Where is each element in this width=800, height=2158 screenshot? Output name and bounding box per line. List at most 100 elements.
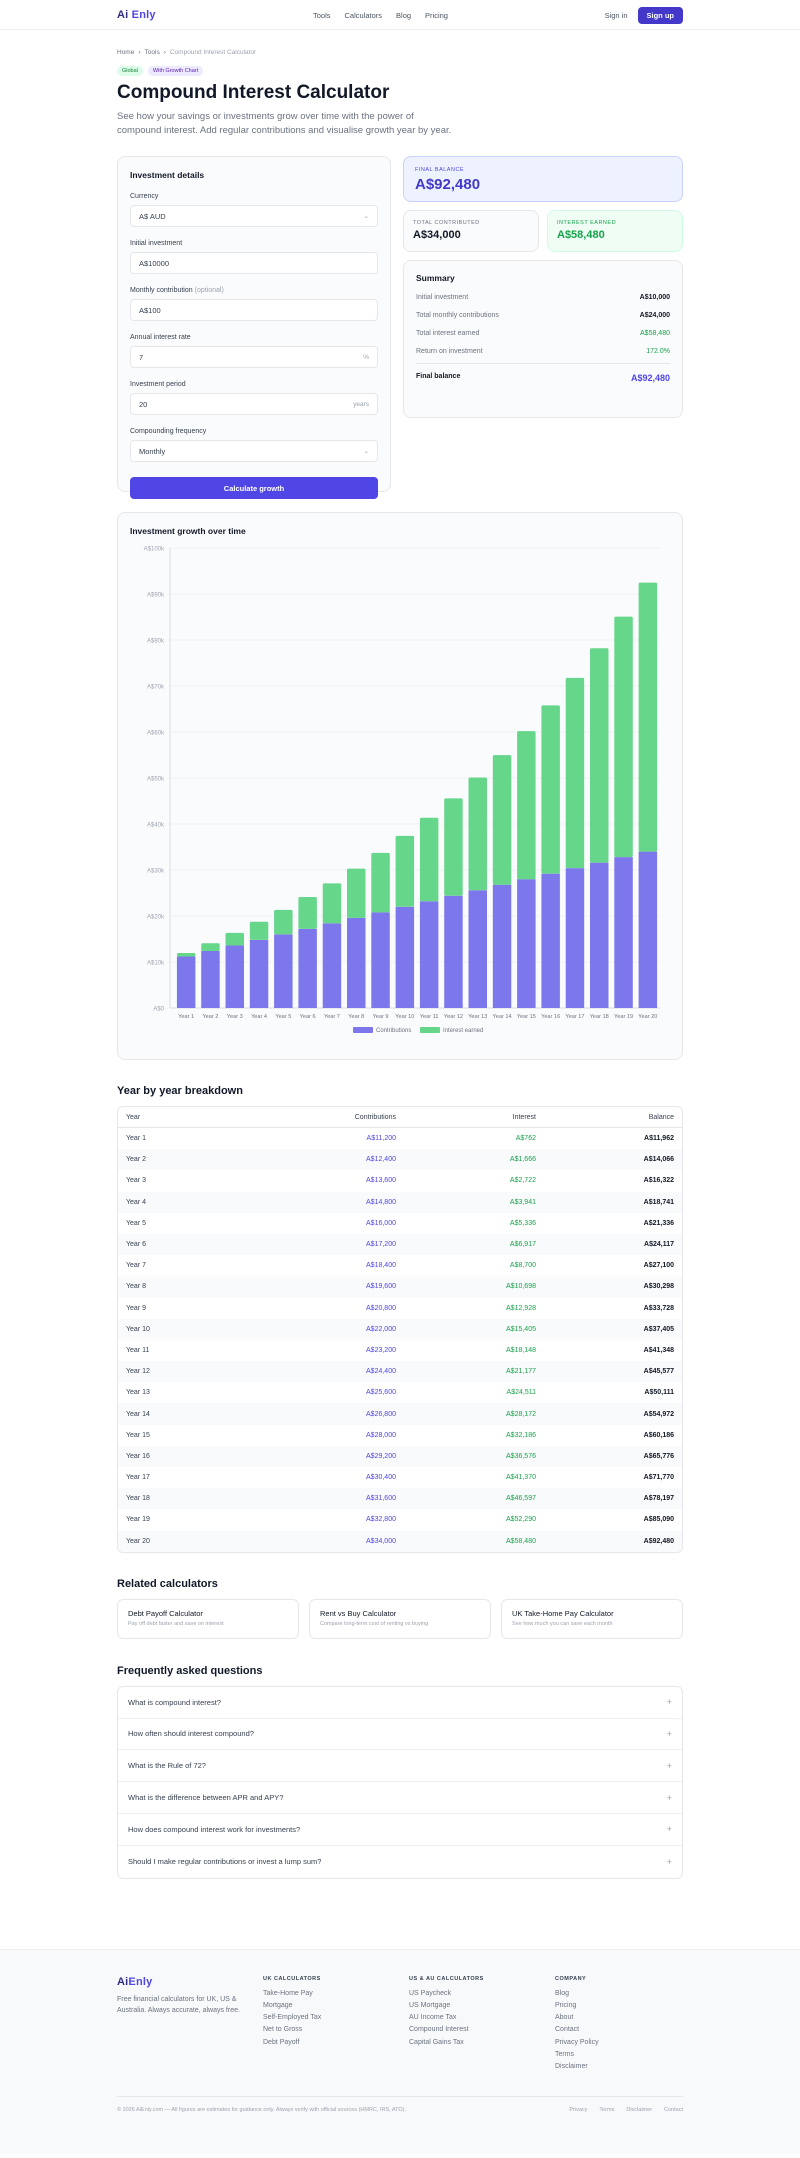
related-card-debt-payoff[interactable]: Debt Payoff Calculator Pay off debt fast… bbox=[117, 1598, 299, 1639]
cell-interest: A$41,370 bbox=[506, 1474, 536, 1482]
footer-link[interactable]: Disclaimer bbox=[555, 2063, 588, 2071]
investment-period-label: Investment period bbox=[130, 381, 186, 388]
footer-link-disclaimer[interactable]: Disclaimer bbox=[626, 2106, 653, 2113]
interest-earned-card: INTEREST EARNED A$58,480 bbox=[547, 210, 683, 252]
bar-contributions bbox=[322, 923, 342, 1008]
footer-link[interactable]: Blog bbox=[555, 1989, 570, 1997]
footer-link-terms[interactable]: Terms bbox=[599, 2106, 615, 2113]
sign-in-link[interactable]: Sign in bbox=[604, 10, 628, 20]
cell-interest: A$21,177 bbox=[506, 1368, 536, 1376]
footer-link[interactable]: Net to Gross bbox=[263, 2026, 303, 2034]
breadcrumb-home[interactable]: Home bbox=[117, 49, 135, 56]
faq-item[interactable]: How does compound interest work for inve… bbox=[118, 1814, 682, 1846]
faq-item[interactable]: What is the Rule of 72? + bbox=[118, 1750, 682, 1783]
footer-link[interactable]: Debt Payoff bbox=[263, 2038, 300, 2046]
footer-link[interactable]: US Mortgage bbox=[409, 2001, 451, 2009]
related-card-rent-vs-buy[interactable]: Rent vs Buy Calculator Compare long-term… bbox=[309, 1598, 491, 1639]
related-card-take-home[interactable]: UK Take-Home Pay Calculator See how much… bbox=[501, 1598, 683, 1639]
bar-contributions bbox=[249, 939, 269, 1008]
table-row: Year 13 A$25,600 A$24,511 A$50,111 bbox=[118, 1382, 682, 1403]
investment-period-input[interactable]: 20 years bbox=[130, 393, 378, 415]
cell-contributions: A$18,400 bbox=[366, 1262, 396, 1270]
cell-interest: A$5,336 bbox=[509, 1219, 536, 1227]
compounding-frequency-select[interactable]: Monthly ⌄ bbox=[130, 440, 378, 462]
y-tick-label: A$80k bbox=[147, 639, 165, 645]
nav-link-calculators[interactable]: Calculators bbox=[344, 10, 383, 20]
initial-investment-input[interactable]: A$10000 bbox=[130, 252, 378, 274]
summary-card: Summary Initial investment A$10,000 Total… bbox=[403, 260, 683, 418]
x-tick-label: Year 6 bbox=[300, 1014, 316, 1020]
cell-contributions: A$13,600 bbox=[366, 1177, 396, 1185]
currency-select[interactable]: A$ AUD ⌄ bbox=[130, 205, 378, 227]
footer-link[interactable]: About bbox=[555, 2014, 574, 2022]
calculate-growth-button[interactable]: Calculate growth bbox=[130, 477, 378, 499]
cell-year: Year 10 bbox=[126, 1325, 150, 1333]
footer-link[interactable]: Terms bbox=[555, 2051, 575, 2059]
table-row: Year 3 A$13,600 A$2,722 A$16,322 bbox=[118, 1170, 682, 1191]
breakdown-table: Year Contributions Interest Balance Year… bbox=[117, 1106, 683, 1553]
footer-link[interactable]: Capital Gains Tax bbox=[409, 2038, 464, 2046]
logo[interactable]: Ai Enly bbox=[117, 9, 156, 21]
table-row: Year 9 A$20,800 A$12,928 A$33,728 bbox=[118, 1298, 682, 1319]
cell-year: Year 11 bbox=[126, 1346, 150, 1354]
sign-up-button[interactable]: Sign up bbox=[637, 6, 683, 24]
cell-balance: A$71,770 bbox=[643, 1474, 674, 1482]
cell-balance: A$54,972 bbox=[643, 1410, 674, 1418]
footer-link[interactable]: Take-Home Pay bbox=[263, 1989, 313, 1997]
bar-interest bbox=[468, 777, 487, 891]
cell-balance: A$41,348 bbox=[643, 1346, 674, 1354]
x-tick-label: Year 2 bbox=[202, 1014, 218, 1020]
monthly-contribution-input[interactable]: A$100 bbox=[130, 299, 378, 321]
footer-link[interactable]: Self-Employed Tax bbox=[263, 2014, 322, 2022]
x-tick-label: Year 3 bbox=[227, 1014, 243, 1020]
cell-balance: A$92,480 bbox=[643, 1537, 674, 1545]
breadcrumb-tools[interactable]: Tools bbox=[144, 49, 160, 56]
bar-interest bbox=[614, 616, 633, 858]
header-contributions: Contributions bbox=[354, 1113, 396, 1121]
cell-interest: A$32,186 bbox=[506, 1431, 536, 1439]
footer-logo[interactable]: AiEnly bbox=[117, 1975, 153, 1988]
footer-link[interactable]: Compound Interest bbox=[409, 2026, 469, 2034]
footer-link[interactable]: AU Income Tax bbox=[409, 2014, 457, 2022]
cell-contributions: A$29,200 bbox=[366, 1452, 396, 1460]
cell-year: Year 12 bbox=[126, 1368, 150, 1376]
cell-balance: A$85,090 bbox=[643, 1516, 674, 1524]
faq-item[interactable]: What is compound interest? + bbox=[118, 1687, 682, 1719]
footer-link[interactable]: US Paycheck bbox=[409, 1989, 452, 1997]
breadcrumb-current: Compound Interest Calculator bbox=[169, 49, 257, 56]
faq-item[interactable]: Should I make regular contributions or i… bbox=[118, 1846, 682, 1878]
nav-link-blog[interactable]: Blog bbox=[396, 10, 412, 20]
cell-contributions: A$22,000 bbox=[366, 1325, 396, 1333]
faq-item[interactable]: What is the difference between APR and A… bbox=[118, 1782, 682, 1814]
cell-year: Year 9 bbox=[126, 1304, 146, 1312]
footer-brand: AiEnly Free financial calculators for UK… bbox=[117, 1976, 263, 2076]
footer-link-list: Take-Home Pay Mortgage Self-Employed Tax Ne… bbox=[263, 1990, 409, 2046]
form-title: Investment details bbox=[130, 170, 205, 180]
footer-link[interactable]: Mortgage bbox=[263, 2001, 293, 2009]
footer-link-contact[interactable]: Contact bbox=[664, 2106, 683, 2113]
faq-item[interactable]: How often should interest compound? + bbox=[118, 1719, 682, 1751]
header-interest: Interest bbox=[512, 1113, 536, 1121]
footer-link[interactable]: Contact bbox=[555, 2026, 580, 2034]
footer-link[interactable]: Privacy Policy bbox=[555, 2038, 599, 2046]
faq-list: What is compound interest? + How often sho… bbox=[117, 1685, 683, 1879]
table-row: Year 7 A$18,400 A$8,700 A$27,100 bbox=[118, 1255, 682, 1276]
faq-question: How does compound interest work for inve… bbox=[128, 1824, 301, 1834]
cell-year: Year 18 bbox=[126, 1495, 150, 1503]
table-row: Year 5 A$16,000 A$5,336 A$21,336 bbox=[118, 1213, 682, 1234]
cell-year: Year 15 bbox=[126, 1431, 150, 1439]
interest-rate-input[interactable]: 7 % bbox=[130, 346, 378, 368]
nav-link-tools[interactable]: Tools bbox=[313, 10, 331, 20]
cell-interest: A$28,172 bbox=[506, 1410, 536, 1418]
x-tick-label: Year 8 bbox=[348, 1014, 364, 1020]
bar-interest bbox=[541, 705, 560, 874]
footer-link-privacy[interactable]: Privacy bbox=[569, 2106, 588, 2113]
x-tick-label: Year 14 bbox=[493, 1014, 512, 1020]
table-row: Year 18 A$31,600 A$46,597 A$78,197 bbox=[118, 1488, 682, 1510]
total-contributed-label: TOTAL CONTRIBUTED bbox=[413, 220, 480, 226]
nav-link-pricing[interactable]: Pricing bbox=[425, 10, 448, 20]
cell-year: Year 19 bbox=[126, 1516, 150, 1524]
summary-row-contributions: Total monthly contributions A$24,000 bbox=[416, 312, 670, 319]
footer-link[interactable]: Pricing bbox=[555, 2001, 577, 2009]
bar-contributions bbox=[492, 884, 512, 1008]
